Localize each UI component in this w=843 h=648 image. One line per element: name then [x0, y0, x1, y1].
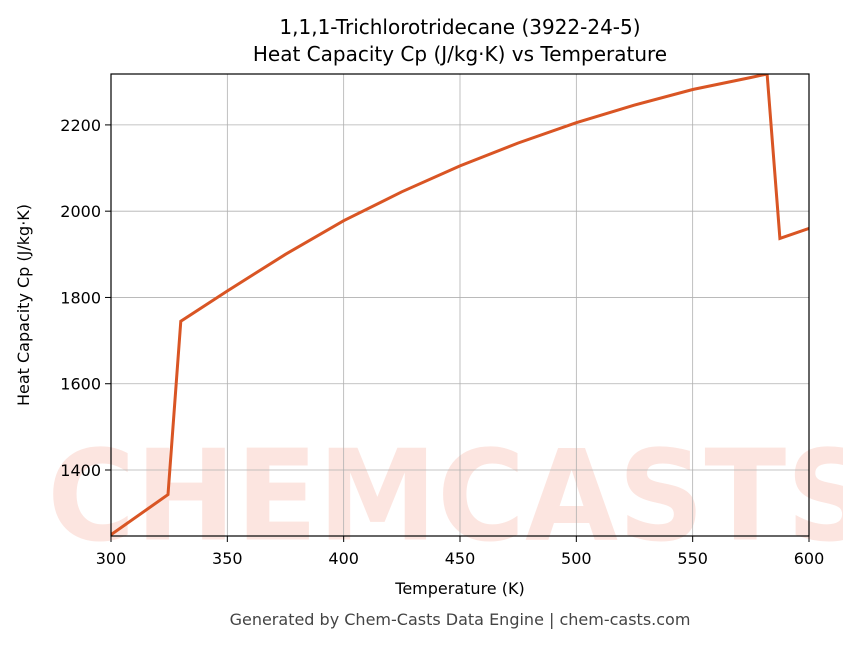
watermark: CHEMCASTS: [47, 424, 843, 570]
x-tick-label: 400: [328, 549, 359, 568]
x-axis-label: Temperature (K): [394, 579, 524, 598]
y-tick-label: 1800: [60, 288, 101, 307]
x-tick-label: 500: [561, 549, 592, 568]
y-tick-label: 2200: [60, 116, 101, 135]
x-tick-label: 600: [794, 549, 825, 568]
x-tick-label: 550: [677, 549, 708, 568]
chart-title: 1,1,1-Trichlorotridecane (3922-24-5): [279, 15, 640, 39]
y-tick-label: 2000: [60, 202, 101, 221]
x-tick-label: 350: [212, 549, 243, 568]
x-tick-label: 450: [445, 549, 476, 568]
data-line: [111, 74, 809, 536]
plot-frame: [110, 73, 810, 537]
y-axis-label: Heat Capacity Cp (J/kg·K): [14, 204, 33, 406]
y-tick-label: 1600: [60, 375, 101, 394]
chart-subtitle: Heat Capacity Cp (J/kg·K) vs Temperature: [253, 42, 667, 66]
x-tick-label: 300: [96, 549, 127, 568]
y-tick-label: 1400: [60, 461, 101, 480]
footer: Generated by Chem-Casts Data Engine | ch…: [230, 610, 691, 629]
